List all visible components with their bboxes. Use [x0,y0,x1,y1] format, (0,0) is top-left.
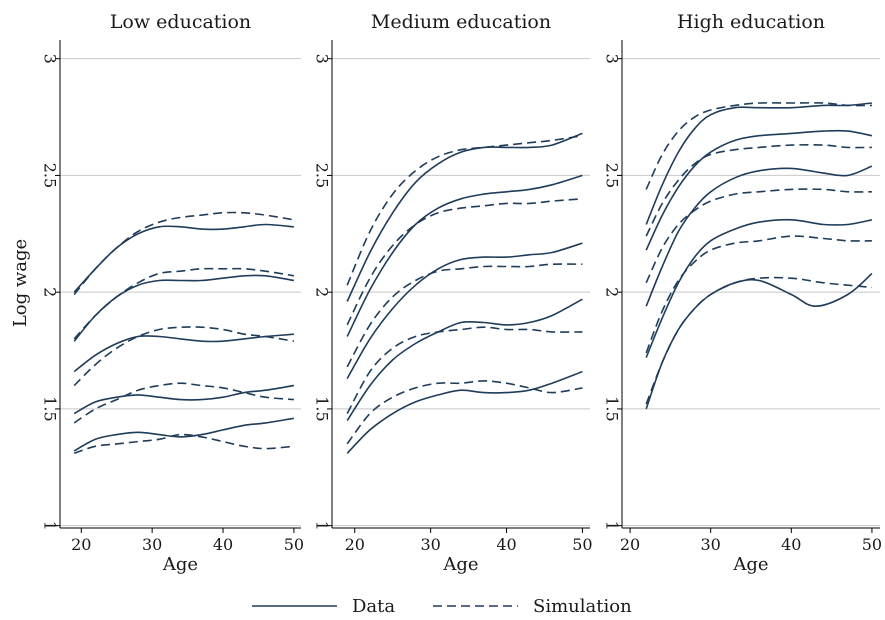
series-line-solid-1 [73,223,294,293]
legend-label-simulation: Simulation [533,596,632,617]
y-tick-label: 3 [312,54,331,64]
series-line-solid-7 [645,218,873,358]
series-line-solid-3 [645,129,873,251]
panel-title: Low education [110,11,251,33]
series-line-dashed-8 [73,382,294,424]
x-tick-label: 20 [620,535,640,554]
series-line-solid-5 [645,165,873,307]
series-line-solid-3 [73,274,295,342]
y-tick-label: 2 [602,287,621,297]
x-tick-label: 50 [572,535,592,554]
y-tick-label: 2.5 [40,163,59,188]
series-line-solid-9 [645,272,873,410]
y-tick-label: 1 [312,521,331,531]
y-tick-label: 2 [312,287,331,297]
legend: Data Simulation [252,596,632,617]
panel-title: Medium education [371,11,551,33]
x-tick-label: 40 [213,535,233,554]
x-tick-label: 50 [284,535,304,554]
legend-label-data: Data [352,596,395,617]
series-line-solid-3 [346,174,583,337]
series-line-dashed-4 [346,198,583,326]
series-line-dashed-4 [645,144,872,237]
y-tick-label: 3 [602,54,621,64]
x-tick-label: 40 [496,535,516,554]
series-line-dashed-6 [645,188,872,284]
x-tick-label: 30 [142,535,162,554]
series-line-dashed-10 [346,380,583,445]
x-axis-title: Age [442,554,478,575]
series-line-solid-9 [346,370,583,454]
series-line-solid-5 [346,242,583,379]
y-tick-label: 2.5 [602,163,621,188]
series-line-dashed-6 [73,326,295,387]
series-line-solid-1 [346,132,583,302]
series-line-dashed-10 [645,276,872,405]
y-axis-title: Log wage [10,239,31,327]
y-tick-label: 1 [602,521,621,531]
x-tick-label: 20 [345,535,365,554]
series-line-dashed-2 [645,102,872,190]
x-tick-label: 20 [71,535,91,554]
series-line-solid-9 [73,417,295,452]
y-tick-label: 2 [40,287,59,297]
x-tick-label: 40 [781,535,801,554]
series-line-dashed-8 [346,326,583,414]
y-tick-label: 3 [40,54,59,64]
series-line-dashed-4 [73,267,295,340]
y-tick-label: 1.5 [602,396,621,421]
chart-panels: 1 1.5 2 2.5 3 20 30 40 50 Age Low education 1 1.5 2 2.… [40,11,882,575]
series-line-dashed-6 [346,263,583,368]
x-axis-title: Age [162,554,198,575]
panel-2: 1 1.5 2 2.5 3 20 30 40 50 Age Medium education [312,11,592,575]
y-tick-label: 1.5 [312,396,331,421]
series-line-solid-1 [645,102,872,225]
x-tick-label: 50 [862,535,882,554]
panel-3: 1 1.5 2 2.5 3 20 30 40 50 Age High education [602,11,882,575]
series-line-solid-7 [73,384,295,415]
x-axis-title: Age [732,554,768,575]
panel-1: 1 1.5 2 2.5 3 20 30 40 50 Age Low education [40,11,304,575]
series-line-solid-5 [73,333,294,373]
panel-title: High education [677,11,825,33]
y-tick-label: 2.5 [312,163,331,188]
x-tick-label: 30 [701,535,721,554]
y-tick-label: 1 [40,521,59,531]
series-line-dashed-8 [645,235,872,354]
series-line-dashed-2 [346,134,583,286]
series-line-solid-7 [346,298,583,422]
y-tick-label: 1.5 [40,396,59,421]
x-tick-label: 30 [420,535,440,554]
